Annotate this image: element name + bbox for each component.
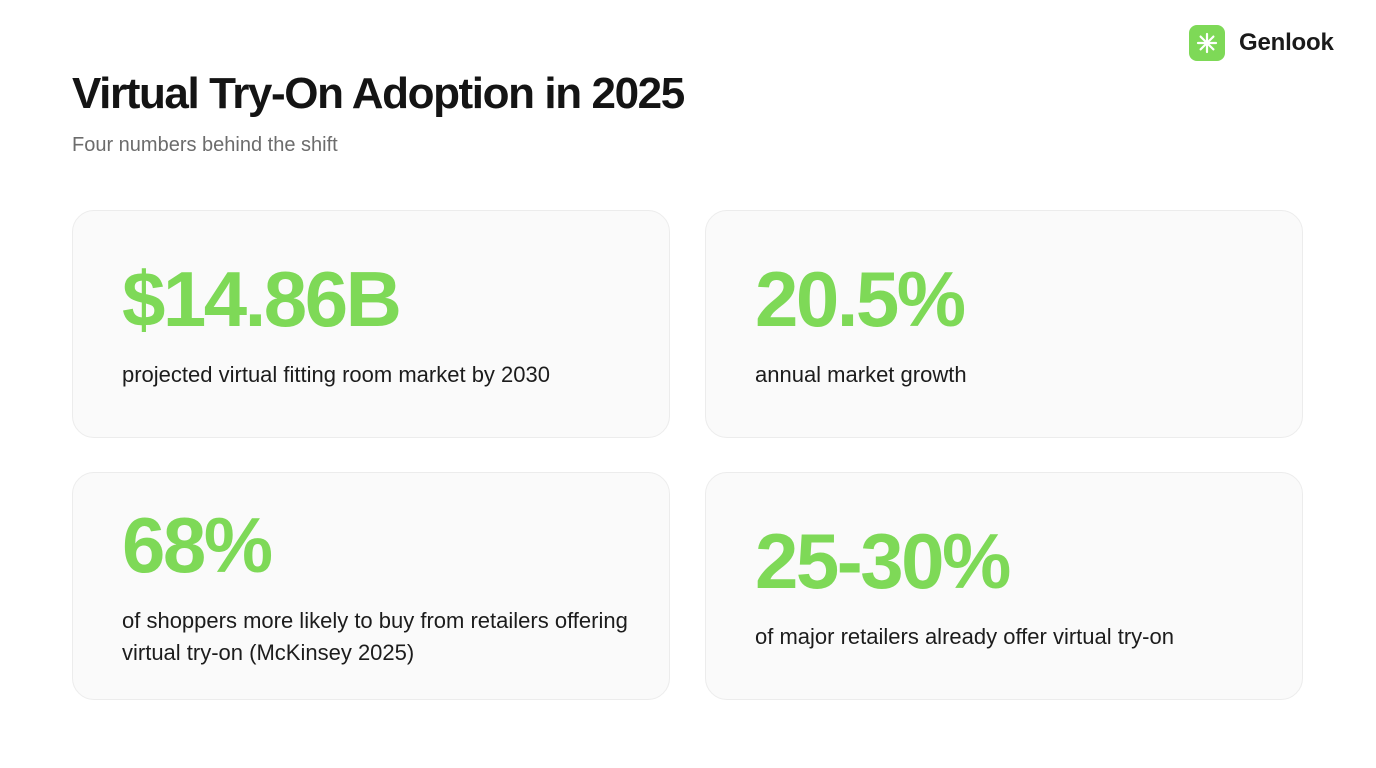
stat-value: 68% xyxy=(122,501,273,589)
stat-value: $14.86B xyxy=(122,255,402,343)
stat-value: 20.5% xyxy=(755,255,966,343)
stat-card-shopper-likelihood: 68% of shoppers more likely to buy from … xyxy=(72,472,670,700)
stat-label: of shoppers more likely to buy from reta… xyxy=(122,608,628,665)
stat-card-market-size: $14.86B projected virtual fitting room m… xyxy=(72,210,670,438)
stat-label: of major retailers already offer virtual… xyxy=(755,624,1174,649)
page-title: Virtual Try-On Adoption in 2025 xyxy=(72,69,685,118)
brand-name: Genlook xyxy=(1239,29,1334,56)
stat-value: 25-30% xyxy=(755,517,1011,605)
stat-card-retailer-adoption: 25-30% of major retailers already offer … xyxy=(705,472,1303,700)
stat-card-market-growth: 20.5% annual market growth xyxy=(705,210,1303,438)
sparkle-icon xyxy=(1189,25,1225,61)
brand-logo: Genlook xyxy=(1189,25,1334,61)
stat-label: annual market growth xyxy=(755,362,967,387)
stat-label: projected virtual fitting room market by… xyxy=(122,362,550,387)
page-subtitle: Four numbers behind the shift xyxy=(72,134,338,156)
